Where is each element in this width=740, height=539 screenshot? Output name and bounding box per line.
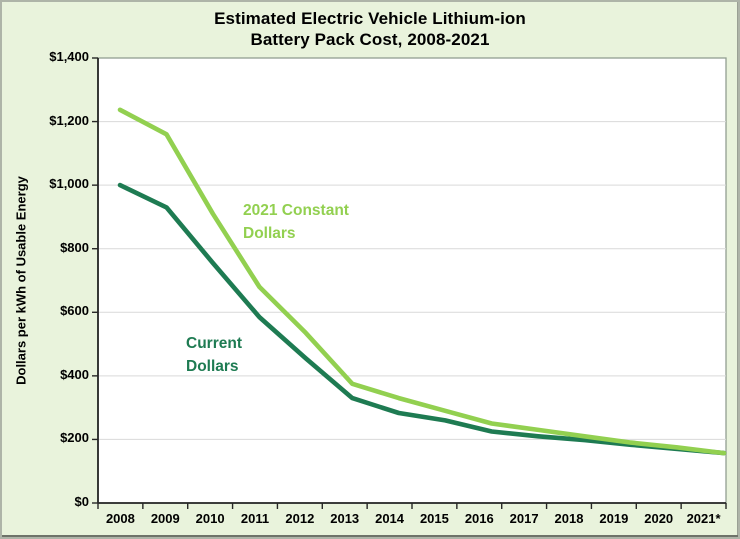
series-label-2021-constant-dollars: 2021 Constant Dollars	[243, 199, 349, 245]
x-tick-label: 2021*	[686, 511, 721, 526]
y-tick-label: $0	[74, 494, 89, 509]
plot-area	[97, 57, 727, 504]
series-label-line: Dollars	[186, 358, 239, 375]
x-tick-label: 2019	[599, 511, 629, 526]
series-label-line: 2021 Constant	[243, 202, 349, 219]
series-label-current-dollars: Current Dollars	[186, 332, 242, 378]
x-tick-label: 2018	[554, 511, 584, 526]
x-tick-label: 2011	[240, 511, 270, 526]
x-tick-label: 2014	[375, 511, 405, 526]
series-line-current-dollars	[117, 182, 727, 456]
series-line-2021-constant-dollars	[117, 107, 727, 456]
y-tick-label: $600	[60, 303, 89, 319]
y-tick-label: $400	[60, 366, 89, 382]
x-tick-label: 2017	[509, 511, 539, 526]
chart-title-line1: Estimated Electric Vehicle Lithium-ion	[214, 9, 526, 28]
x-tick-label: 2010	[195, 511, 225, 526]
x-tick-label: 2020	[644, 511, 674, 526]
y-tick-label: $800	[60, 239, 89, 255]
y-tick-label: $200	[60, 430, 89, 446]
x-tick-label: 2009	[150, 511, 180, 526]
y-tick-label: $1,400	[49, 49, 89, 64]
x-tick-label: 2012	[285, 511, 315, 526]
series-label-line: Dollars	[243, 225, 296, 242]
chart-title: Estimated Electric Vehicle Lithium-ion B…	[0, 8, 740, 50]
y-tick-label: $1,000	[49, 176, 89, 192]
x-tick-label: 2013	[330, 511, 360, 526]
x-tick-label: 2016	[464, 511, 494, 526]
y-tick-label: $1,200	[49, 112, 89, 128]
series-label-line: Current	[186, 335, 242, 352]
chart-title-line2: Battery Pack Cost, 2008-2021	[250, 30, 490, 49]
x-tick-label: 2008	[105, 511, 135, 526]
x-tick-label: 2015	[419, 511, 449, 526]
